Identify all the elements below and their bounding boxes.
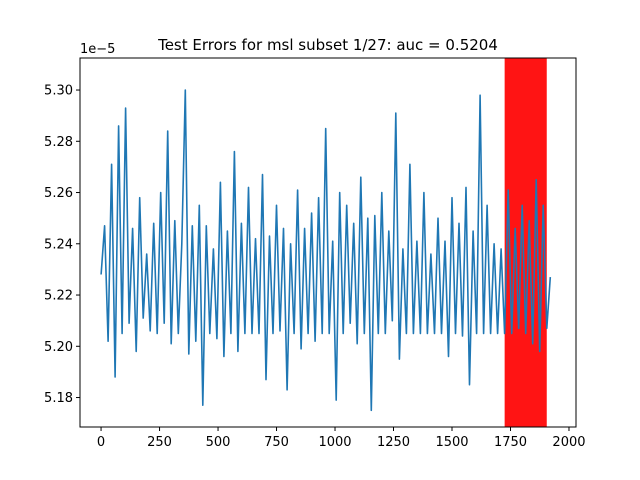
x-axis: 0 250 500 750 1000 1250 1500 1750 2000 xyxy=(97,427,586,450)
series-line-0 xyxy=(100,89,552,412)
y-tick-label-2: 5.22 xyxy=(44,289,73,304)
x-tick-label-7: 1750 xyxy=(494,435,527,450)
x-tick-label-5: 1250 xyxy=(377,435,410,450)
x-tick-label-2: 500 xyxy=(206,435,231,450)
x-tick-label-8: 2000 xyxy=(552,435,585,450)
x-tick-label-0: 0 xyxy=(97,435,105,450)
y-tick-label-6: 5.30 xyxy=(44,84,73,99)
highlight-region-0 xyxy=(504,58,547,427)
x-tick-label-3: 750 xyxy=(264,435,289,450)
y-offset-label: 1e−5 xyxy=(80,42,115,57)
x-tick-label-1: 250 xyxy=(147,435,172,450)
y-tick-label-3: 5.24 xyxy=(44,237,73,252)
y-tick-label-4: 5.26 xyxy=(44,186,73,201)
y-axis: 5.18 5.20 5.22 5.24 5.26 5.28 5.30 xyxy=(44,84,80,406)
x-tick-label-4: 1000 xyxy=(318,435,351,450)
chart-title: Test Errors for msl subset 1/27: auc = 0… xyxy=(157,36,498,54)
y-tick-label-0: 5.18 xyxy=(44,391,73,406)
plot-frame xyxy=(79,57,577,428)
y-tick-label-1: 5.20 xyxy=(44,340,73,355)
x-tick-label-6: 1500 xyxy=(435,435,468,450)
highlight-layer xyxy=(504,58,547,427)
series-layer xyxy=(100,89,552,412)
y-tick-label-5: 5.28 xyxy=(44,135,73,150)
